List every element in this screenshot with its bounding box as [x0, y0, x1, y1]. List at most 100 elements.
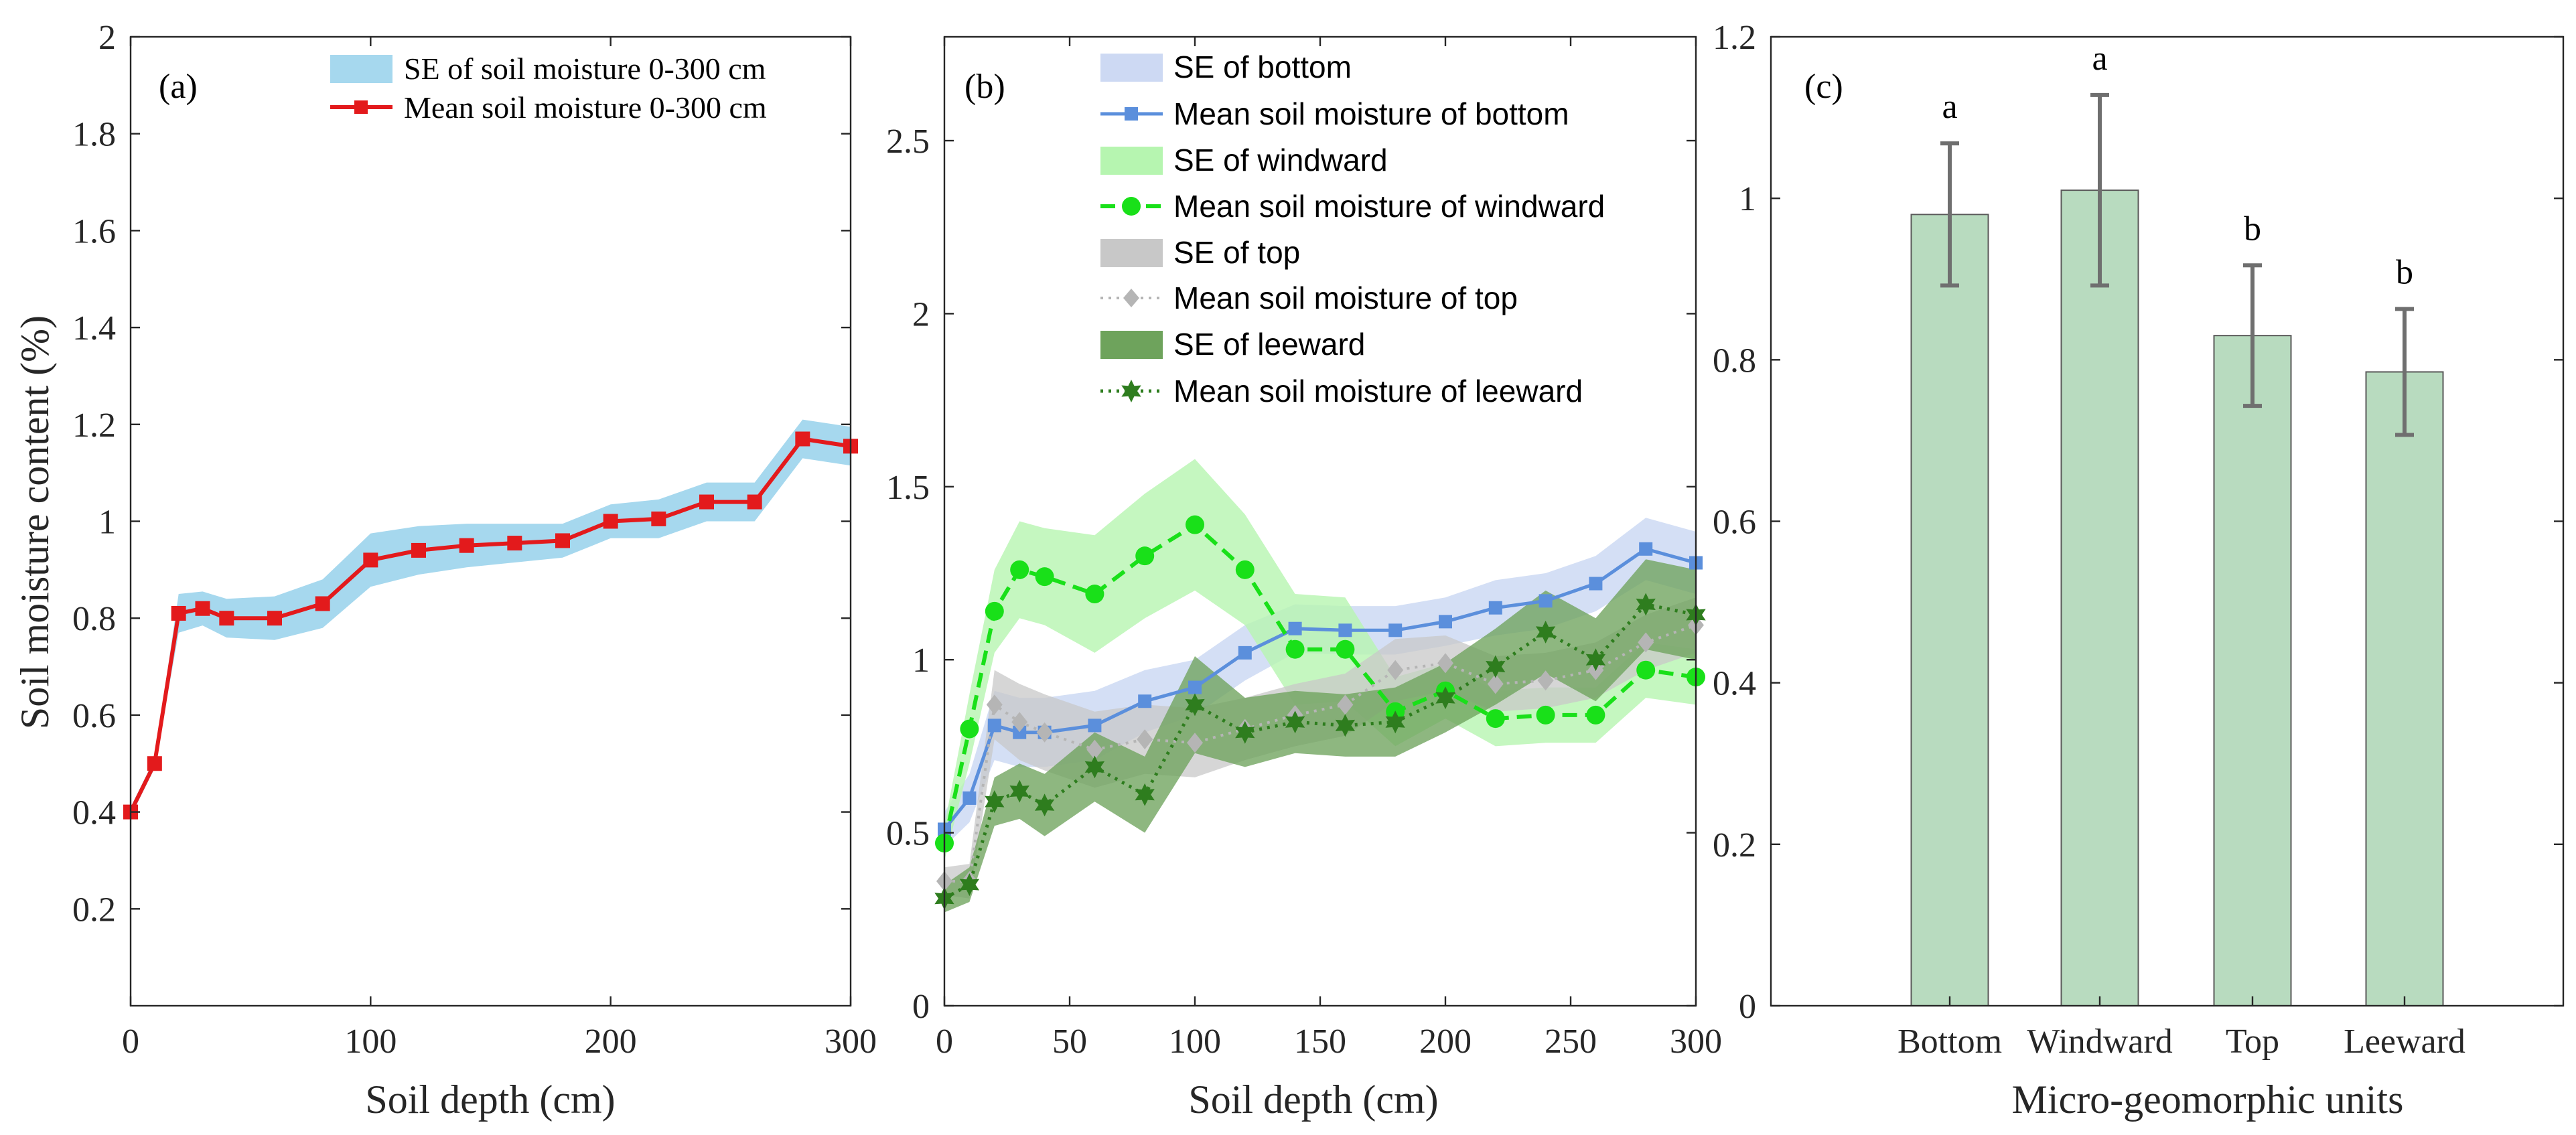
x-tick-label: 300: [1670, 1023, 1722, 1061]
data-point-0-300: [363, 552, 378, 568]
data-point-windward: [1235, 560, 1255, 579]
y-tick-label: 0.5: [886, 815, 930, 853]
data-point-bottom: [987, 718, 1001, 733]
data-point-0-300: [267, 611, 282, 626]
y-tick-label: 1.6: [72, 212, 116, 250]
data-point-bottom: [1589, 577, 1603, 591]
y-tick-label: 2.5: [886, 123, 930, 161]
x-tick-label: 200: [1419, 1023, 1472, 1061]
panel-a-x-axis-title: Soil depth (cm): [365, 1077, 615, 1122]
panel-b: 0 50 100 150 200 250 300 0 0.5 1 1.5 2 2.5 (b) Soil…: [886, 35, 1722, 1122]
legend-label-bottom: Mean soil moisture of bottom: [1173, 96, 1569, 131]
legend-swatch-se-bottom: [1100, 54, 1163, 82]
data-point-0-300: [171, 605, 186, 621]
x-tick-label: 300: [825, 1023, 877, 1061]
y-tick-label: 1.2: [1713, 19, 1756, 57]
data-point-bottom: [1388, 623, 1403, 637]
panel-c-error-bars: [1940, 92, 2414, 437]
panel-b-legend: SE of bottom Mean soil moisture of botto…: [1100, 50, 1605, 408]
bar-top: [2213, 335, 2292, 1006]
data-point-leeward: [1385, 710, 1405, 734]
x-tick-label: 150: [1294, 1023, 1346, 1061]
legend-swatch-se-0-300: [330, 55, 392, 83]
data-point-top: [1537, 670, 1554, 691]
bar-leeward: [2365, 371, 2444, 1006]
data-point-leeward: [1235, 721, 1255, 744]
data-point-bottom: [1138, 694, 1152, 708]
panel-a-y-ticks: 0.2 0.4 0.6 0.8 1 1.2 1.4 1.6 1.8 2: [72, 19, 851, 929]
y-tick-label: 0.8: [72, 600, 116, 638]
se-band-bottom: [944, 518, 1696, 847]
data-point-0-300: [651, 511, 666, 526]
x-tick-label: 100: [344, 1023, 397, 1061]
data-point-top: [1187, 733, 1203, 753]
data-point-top: [1137, 729, 1153, 750]
data-point-0-300: [699, 494, 714, 510]
x-tick-label: Windward: [2027, 1023, 2172, 1061]
data-point-windward: [1285, 639, 1305, 659]
panel-b-y-ticks: 0 0.5 1 1.5 2 2.5: [886, 123, 1696, 1026]
data-point-0-300: [603, 514, 618, 529]
data-point-bottom: [1238, 646, 1252, 660]
data-point-top: [1387, 660, 1404, 680]
data-point-top: [1437, 653, 1453, 674]
panel-c-y-ticks: 0 0.2 0.4 0.6 0.8 1 1.2: [1713, 19, 2563, 1026]
se-band-0-300: [131, 419, 851, 817]
significance-letter: b: [2396, 253, 2413, 291]
data-point-leeward: [959, 873, 980, 897]
y-tick-label: 1: [98, 504, 116, 542]
data-point-bottom: [1338, 623, 1352, 637]
panel-a-bands: [131, 419, 851, 817]
data-point-0-300: [315, 596, 330, 611]
panel-b-x-axis-title: Soil depth (cm): [1188, 1077, 1438, 1122]
y-tick-label: 2: [98, 19, 116, 57]
panel-c: a a b b Bottom Windward Top Leeward 0 0.2 0.4 0.6…: [1713, 19, 2565, 1122]
data-point-windward: [1035, 567, 1054, 587]
x-tick-label: 50: [1052, 1023, 1087, 1061]
y-tick-label: 0.4: [1713, 665, 1756, 703]
data-point-leeward: [1535, 620, 1556, 644]
legend-swatch-se-leeward: [1100, 331, 1163, 359]
data-point-windward: [1586, 705, 1605, 725]
data-point-leeward: [1636, 593, 1656, 616]
y-tick-label: 1.2: [72, 406, 116, 445]
data-point-top: [1487, 674, 1504, 694]
bar-bottom: [1910, 214, 1989, 1006]
data-point-windward: [1336, 639, 1355, 659]
data-point-leeward: [1285, 710, 1305, 734]
data-point-bottom: [1013, 725, 1027, 739]
data-point-leeward: [1335, 714, 1356, 737]
data-point-bottom: [1188, 680, 1202, 694]
panel-c-label: (c): [1804, 68, 1843, 106]
x-tick-label: Bottom: [1898, 1023, 2002, 1061]
legend-label-top: Mean soil moisture of top: [1173, 281, 1518, 315]
data-point-top: [1638, 632, 1654, 653]
x-tick-label: Top: [2226, 1023, 2279, 1061]
data-point-bottom: [962, 791, 977, 805]
legend-label-se-0-300: SE of soil moisture 0-300 cm: [404, 52, 766, 86]
data-point-windward: [1186, 515, 1204, 534]
data-point-leeward: [985, 790, 1005, 814]
data-point-0-300: [795, 431, 810, 447]
data-point-bottom: [1288, 621, 1302, 635]
legend-label-leeward: Mean soil moisture of leeward: [1173, 374, 1583, 408]
panel-a-markers: [123, 431, 858, 820]
significance-letter: b: [2244, 210, 2261, 248]
data-point-leeward: [1585, 648, 1606, 672]
significance-letter: a: [1942, 88, 1957, 126]
x-tick-label: Leeward: [2344, 1023, 2465, 1061]
data-point-leeward: [1034, 793, 1055, 817]
data-point-windward: [1085, 585, 1104, 604]
y-tick-label: 1: [1739, 180, 1756, 218]
data-point-windward: [1636, 660, 1656, 680]
data-point-0-300: [219, 611, 234, 626]
y-tick-label: 0.6: [1713, 504, 1756, 542]
data-point-0-300: [507, 536, 522, 551]
data-point-bottom: [1439, 615, 1452, 629]
data-point-bottom: [1639, 542, 1653, 556]
legend-label-mean-0-300: Mean soil moisture 0-300 cm: [404, 90, 767, 125]
y-tick-label: 0.2: [72, 891, 116, 929]
data-point-top: [1036, 722, 1053, 743]
x-tick-label: 250: [1545, 1023, 1597, 1061]
